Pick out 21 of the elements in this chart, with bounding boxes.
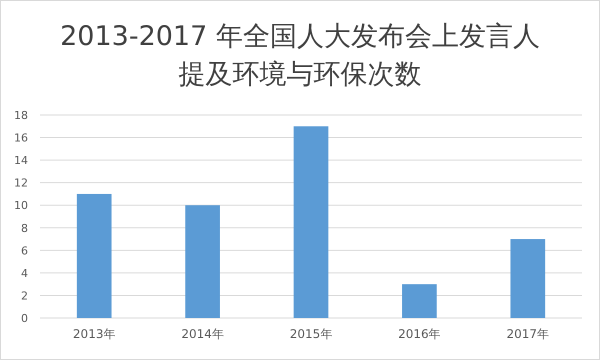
y-tick-label: 4	[21, 266, 28, 280]
bar	[510, 239, 546, 318]
y-tick-label: 2	[21, 289, 28, 302]
x-tick-label: 2017年	[506, 327, 550, 341]
bar	[294, 126, 328, 318]
chart-title: 2013-2017 年全国人大发布会上发言人提及环境与环保次数	[60, 21, 540, 90]
x-tick-label: 2016年	[398, 327, 441, 341]
x-tick-label: 2015年	[290, 327, 332, 341]
x-tick-label: 2013年	[72, 327, 116, 341]
y-tick-label: 10	[14, 199, 28, 212]
y-tick-label: 12	[14, 176, 28, 190]
y-tick-label: 8	[21, 222, 28, 235]
x-tick-label: 2014年	[181, 327, 224, 341]
bar	[402, 284, 437, 318]
y-tick-label: 16	[14, 132, 28, 145]
y-tick-label: 6	[21, 244, 28, 258]
y-tick-label: 14	[14, 154, 28, 168]
bar	[76, 194, 112, 318]
y-tick-label: 18	[14, 109, 28, 122]
bar	[185, 205, 220, 318]
y-tick-label: 0	[21, 312, 28, 325]
